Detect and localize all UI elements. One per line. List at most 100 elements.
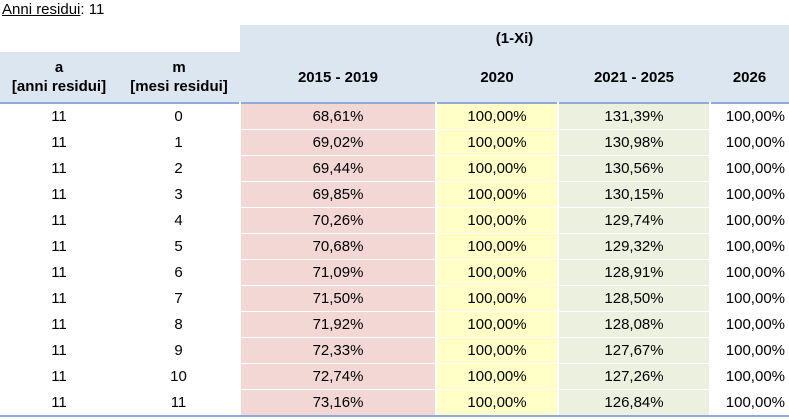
caption-separator: : — [80, 1, 85, 18]
cell-anni: 11 — [0, 311, 118, 338]
cell-anni: 11 — [0, 129, 118, 156]
header-period-3: 2021 - 2025 — [593, 68, 675, 86]
cell-anni: 11 — [0, 285, 118, 312]
cell-2015-2019: 72,74% — [239, 363, 436, 390]
cell-mesi: 5 — [118, 233, 240, 260]
header-group-label: (1-Xi) — [240, 25, 789, 52]
cell-2026: 100,00% — [709, 129, 789, 156]
cell-2020: 100,00% — [435, 155, 558, 182]
cell-mesi: 0 — [118, 103, 240, 130]
cell-2015-2019: 71,50% — [239, 285, 436, 312]
table-row: 11 8 71,92% 100,00% 128,08% 100,00% — [0, 311, 789, 338]
header-row: a [anni residui] m [mesi residui] 2015 -… — [0, 52, 789, 103]
cell-anni: 11 — [0, 233, 118, 260]
cell-2021-2025: 127,26% — [557, 363, 710, 390]
cell-2026: 100,00% — [709, 181, 789, 208]
cell-2020: 100,00% — [435, 363, 558, 390]
cell-2015-2019: 69,44% — [239, 155, 436, 182]
cell-2015-2019: 73,16% — [239, 389, 436, 417]
cell-mesi: 7 — [118, 285, 240, 312]
cell-anni: 11 — [0, 363, 118, 390]
cell-2020: 100,00% — [435, 233, 558, 260]
table-row: 11 2 69,44% 100,00% 130,56% 100,00% — [0, 155, 789, 182]
header-blank — [118, 25, 240, 52]
header-col-a: a [anni residui] — [0, 52, 118, 103]
cell-2015-2019: 71,92% — [239, 311, 436, 338]
cell-2021-2025: 128,91% — [557, 259, 710, 286]
header-group-row: (1-Xi) — [0, 25, 789, 52]
cell-anni: 11 — [0, 259, 118, 286]
cell-2020: 100,00% — [435, 311, 558, 338]
table-row: 11 1 69,02% 100,00% 130,98% 100,00% — [0, 129, 789, 156]
table-row: 11 5 70,68% 100,00% 129,32% 100,00% — [0, 233, 789, 260]
table-row: 11 10 72,74% 100,00% 127,26% 100,00% — [0, 363, 789, 390]
coefficient-table: (1-Xi) a [anni residui] m [mesi residui]… — [0, 25, 789, 417]
header-col-m-subtitle: [mesi residui] — [130, 78, 228, 95]
table-row: 11 0 68,61% 100,00% 131,39% 100,00% — [0, 103, 789, 130]
cell-2020: 100,00% — [435, 259, 558, 286]
cell-2026: 100,00% — [709, 233, 789, 260]
cell-2026: 100,00% — [709, 103, 789, 130]
cell-2026: 100,00% — [709, 363, 789, 390]
cell-2015-2019: 70,68% — [239, 233, 436, 260]
cell-2015-2019: 68,61% — [239, 103, 436, 130]
cell-mesi: 2 — [118, 155, 240, 182]
cell-mesi: 1 — [118, 129, 240, 156]
cell-2026: 100,00% — [709, 311, 789, 338]
cell-2020: 100,00% — [435, 103, 558, 130]
cell-2015-2019: 72,33% — [239, 337, 436, 364]
header-period-4: 2026 — [732, 68, 767, 86]
residual-years-value: 11 — [88, 1, 105, 18]
header-col-a-subtitle: [anni residui] — [11, 78, 107, 95]
cell-2020: 100,00% — [435, 207, 558, 234]
cell-2021-2025: 130,15% — [557, 181, 710, 208]
cell-2021-2025: 129,74% — [557, 207, 710, 234]
cell-mesi: 8 — [118, 311, 240, 338]
cell-2020: 100,00% — [435, 129, 558, 156]
table-row: 11 3 69,85% 100,00% 130,15% 100,00% — [0, 181, 789, 208]
header-col-m: m [mesi residui] — [118, 52, 240, 103]
cell-2026: 100,00% — [709, 285, 789, 312]
cell-2021-2025: 130,98% — [557, 129, 710, 156]
cell-2026: 100,00% — [709, 389, 789, 417]
cell-2015-2019: 71,09% — [239, 259, 436, 286]
cell-mesi: 11 — [118, 389, 240, 417]
table-row: 11 9 72,33% 100,00% 127,67% 100,00% — [0, 337, 789, 364]
cell-mesi: 6 — [118, 259, 240, 286]
residual-years-caption: Anni residui: 11 — [2, 0, 104, 22]
cell-anni: 11 — [0, 389, 118, 417]
cell-2026: 100,00% — [709, 207, 789, 234]
cell-2020: 100,00% — [435, 285, 558, 312]
cell-2020: 100,00% — [435, 389, 558, 417]
cell-mesi: 4 — [118, 207, 240, 234]
cell-mesi: 10 — [118, 363, 240, 390]
cell-2021-2025: 128,50% — [557, 285, 710, 312]
header-period-2: 2020 — [480, 68, 514, 86]
cell-2021-2025: 131,39% — [557, 103, 710, 130]
cell-2021-2025: 130,56% — [557, 155, 710, 182]
cell-mesi: 3 — [118, 181, 240, 208]
header-period-1: 2015 - 2019 — [297, 68, 379, 86]
cell-2026: 100,00% — [709, 337, 789, 364]
table-row: 11 4 70,26% 100,00% 129,74% 100,00% — [0, 207, 789, 234]
table-row: 11 6 71,09% 100,00% 128,91% 100,00% — [0, 259, 789, 286]
cell-anni: 11 — [0, 103, 118, 130]
cell-2020: 100,00% — [435, 337, 558, 364]
cell-2021-2025: 127,67% — [557, 337, 710, 364]
table-row: 11 11 73,16% 100,00% 126,84% 100,00% — [0, 389, 789, 417]
cell-anni: 11 — [0, 181, 118, 208]
header-blank — [0, 25, 118, 52]
cell-2021-2025: 129,32% — [557, 233, 710, 260]
cell-mesi: 9 — [118, 337, 240, 364]
cell-2015-2019: 69,02% — [239, 129, 436, 156]
cell-2026: 100,00% — [709, 155, 789, 182]
cell-2026: 100,00% — [709, 259, 789, 286]
cell-2015-2019: 69,85% — [239, 181, 436, 208]
header-col-m-title: m — [172, 59, 186, 76]
cell-anni: 11 — [0, 337, 118, 364]
residual-years-label: Anni residui — [2, 1, 81, 18]
cell-2020: 100,00% — [435, 181, 558, 208]
cell-2021-2025: 128,08% — [557, 311, 710, 338]
cell-2015-2019: 70,26% — [239, 207, 436, 234]
header-col-a-title: a — [54, 59, 64, 76]
